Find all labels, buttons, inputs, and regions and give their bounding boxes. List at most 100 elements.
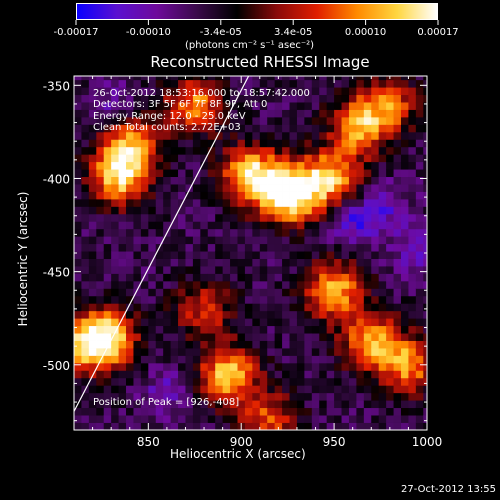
heatmap-cell: [311, 280, 320, 289]
heatmap-cell: [74, 280, 82, 289]
heatmap-cell: [304, 154, 313, 163]
heatmap-cell: [118, 109, 127, 118]
heatmap-cell: [244, 124, 253, 133]
heatmap-cell: [371, 288, 380, 297]
heatmap-cell: [81, 340, 90, 349]
heatmap-cell: [178, 169, 186, 178]
heatmap-cell: [341, 221, 350, 230]
heatmap-cell: [400, 385, 409, 394]
heatmap-cell: [319, 422, 328, 430]
heatmap-cell: [237, 154, 246, 163]
heatmap-cell: [155, 325, 164, 334]
heatmap-cell: [274, 340, 283, 349]
heatmap-cell: [200, 176, 209, 185]
heatmap-cell: [192, 392, 201, 401]
heatmap-cell: [230, 348, 238, 356]
heatmap-cell: [170, 76, 179, 81]
heatmap-cell: [252, 422, 261, 430]
heatmap-cell: [140, 251, 149, 259]
heatmap-cell: [341, 109, 350, 118]
heatmap-cell: [386, 333, 394, 341]
heatmap-cell: [393, 392, 402, 401]
heatmap-cell: [423, 385, 427, 394]
heatmap-cell: [415, 310, 424, 319]
heatmap-cell: [259, 243, 268, 252]
heatmap-cell: [259, 198, 268, 207]
heatmap-cell: [326, 303, 335, 312]
heatmap-cell: [400, 109, 409, 118]
heatmap-cell: [230, 109, 238, 118]
heatmap-cell: [178, 422, 186, 430]
heatmap-cell: [282, 325, 290, 334]
heatmap-cell: [341, 340, 350, 349]
heatmap-cell: [163, 139, 172, 148]
heatmap-cell: [237, 370, 246, 379]
heatmap-cell: [126, 87, 134, 96]
heatmap-cell: [96, 392, 105, 401]
heatmap-cell: [81, 146, 90, 155]
heatmap-cell: [267, 422, 276, 430]
heatmap-cell: [148, 146, 157, 155]
heatmap-cell: [348, 348, 357, 356]
heatmap-cell: [126, 400, 134, 409]
heatmap-cell: [163, 318, 172, 327]
heatmap-cell: [103, 146, 112, 155]
heatmap-cell: [371, 236, 380, 245]
heatmap-cell: [371, 415, 380, 423]
heatmap-cell: [378, 422, 387, 430]
heatmap-cell: [341, 407, 350, 416]
heatmap-cell: [371, 191, 380, 200]
heatmap-cell: [103, 243, 112, 252]
heatmap-cell: [259, 176, 268, 185]
heatmap-cell: [289, 288, 298, 297]
heatmap-cell: [192, 318, 201, 327]
heatmap-cell: [423, 392, 427, 401]
heatmap-cell: [386, 258, 394, 267]
heatmap-cell: [148, 176, 157, 185]
heatmap-cell: [393, 310, 402, 319]
heatmap-cell: [163, 310, 172, 319]
heatmap-cell: [192, 422, 201, 430]
heatmap-cell: [319, 333, 328, 341]
heatmap-cell: [304, 303, 313, 312]
heatmap-cell: [126, 169, 134, 178]
heatmap-cell: [311, 355, 320, 364]
heatmap-cell: [215, 258, 224, 267]
heatmap-cell: [118, 273, 127, 282]
heatmap-cell: [103, 124, 112, 133]
heatmap-cell: [133, 407, 142, 416]
heatmap-cell: [111, 87, 119, 96]
heatmap-cell: [400, 303, 409, 312]
heatmap-cell: [386, 191, 394, 200]
heatmap-cell: [200, 280, 209, 289]
heatmap-cell: [296, 370, 305, 379]
heatmap-cell: [326, 154, 335, 163]
heatmap-cell: [282, 273, 290, 282]
heatmap-cell: [237, 355, 246, 364]
heatmap-cell: [103, 79, 112, 88]
heatmap-cell: [267, 288, 276, 297]
x-axis-label: Heliocentric X (arcsec): [170, 447, 306, 461]
heatmap-cell: [252, 79, 261, 88]
heatmap-cell: [200, 213, 209, 222]
heatmap-cell: [222, 377, 231, 386]
heatmap-cell: [170, 325, 179, 334]
heatmap-cell: [155, 131, 164, 140]
heatmap-cell: [371, 139, 380, 148]
heatmap-cell: [192, 206, 201, 215]
heatmap-cell: [356, 243, 365, 252]
heatmap-cell: [296, 87, 305, 96]
heatmap-cell: [311, 94, 320, 103]
heatmap-cell: [148, 400, 157, 409]
heatmap-cell: [259, 139, 268, 148]
heatmap-cell: [252, 340, 261, 349]
heatmap-cell: [96, 415, 105, 423]
heatmap-cell: [304, 184, 313, 192]
heatmap-cell: [230, 146, 238, 155]
heatmap-cell: [348, 154, 357, 163]
heatmap-cell: [207, 228, 216, 237]
heatmap-cell: [267, 236, 276, 245]
heatmap-cell: [408, 79, 417, 88]
heatmap-cell: [222, 213, 231, 222]
heatmap-cell: [423, 407, 427, 416]
